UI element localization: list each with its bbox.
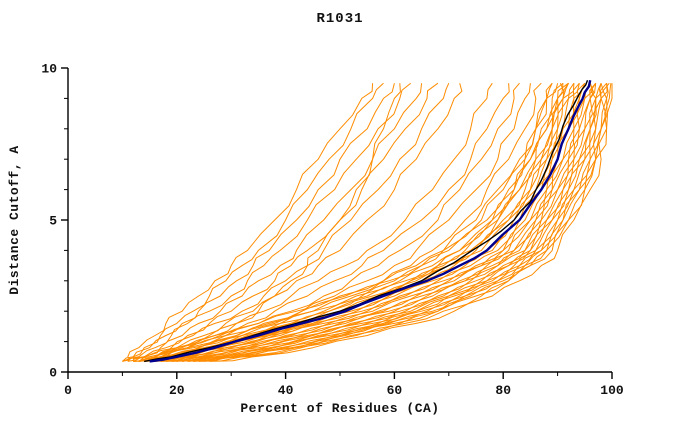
x-tick-label: 0: [64, 383, 72, 398]
prediction-line: [138, 82, 569, 362]
prediction-line: [165, 83, 594, 362]
series-layer: [122, 79, 613, 363]
prediction-line: [138, 82, 564, 362]
prediction-line: [165, 82, 586, 362]
prediction-line: [138, 83, 463, 362]
x-axis-label: Percent of Residues (CA): [240, 401, 439, 416]
prediction-line: [144, 83, 531, 362]
prediction-line: [132, 82, 439, 362]
prediction-line: [122, 82, 384, 362]
prediction-line: [133, 82, 493, 362]
prediction-line: [149, 83, 401, 362]
x-tick-label: 20: [169, 383, 185, 398]
prediction-line: [138, 83, 510, 362]
prediction-line: [138, 82, 450, 362]
y-axis-label: Distance Cutoff, A: [7, 145, 22, 294]
prediction-line: [149, 82, 580, 362]
prediction-line: [160, 83, 586, 362]
x-tick-label: 80: [495, 383, 511, 398]
prediction-line: [160, 83, 593, 362]
axis-layer: 0 20 40 60 80 100 0 5 10: [41, 62, 624, 399]
prediction-line: [133, 83, 559, 362]
prediction-line: [203, 83, 612, 362]
prediction-line: [127, 83, 395, 362]
prediction-line: [133, 83, 423, 362]
x-tick-label: 40: [278, 383, 294, 398]
prediction-line: [193, 83, 608, 362]
prediction-line: [171, 82, 591, 362]
prediction-line: [144, 82, 575, 362]
prediction-line: [187, 83, 604, 362]
prediction-line: [209, 83, 613, 362]
y-tick-label: 10: [41, 62, 57, 77]
y-tick-label: 0: [49, 366, 57, 381]
x-tick-label: 60: [387, 383, 403, 398]
chart-title: R1031: [316, 11, 363, 27]
prediction-line: [122, 83, 374, 362]
prediction-line: [154, 82, 569, 362]
y-tick-label: 5: [49, 214, 57, 229]
prediction-line: [122, 82, 553, 362]
navy-line: [149, 79, 592, 363]
x-tick-label: 100: [600, 383, 624, 398]
prediction-line: [176, 82, 597, 362]
prediction-line: [193, 82, 610, 362]
prediction-line: [182, 82, 597, 362]
prediction-line: [171, 83, 597, 362]
